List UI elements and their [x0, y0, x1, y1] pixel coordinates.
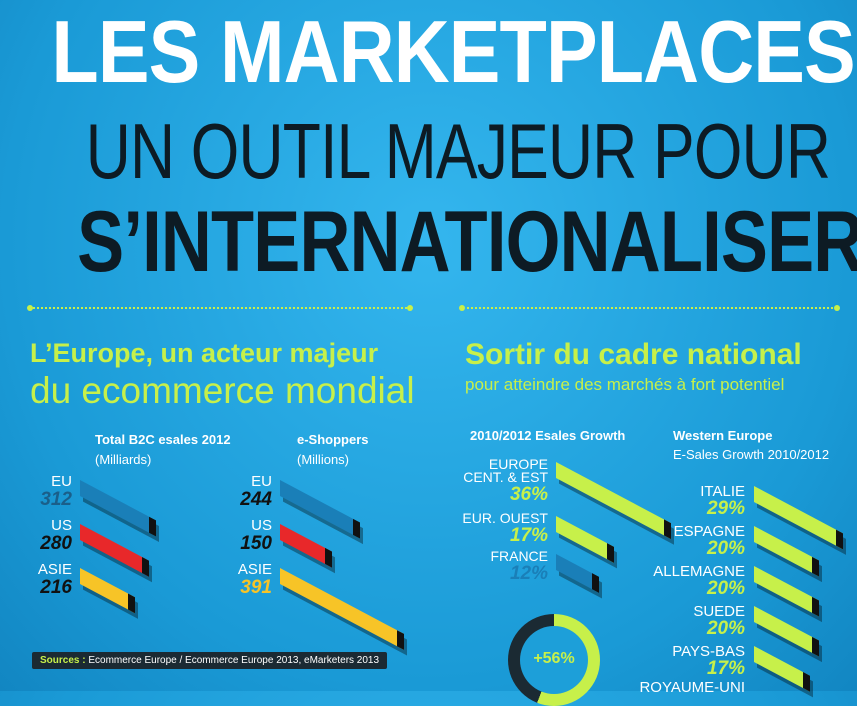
zone-value: 12% [509, 563, 548, 584]
bar [754, 646, 810, 692]
country-value: 29% [706, 498, 745, 519]
sources-label: Sources : [40, 655, 86, 666]
country-label: ITALIE [700, 483, 745, 500]
region-label: EU [251, 473, 272, 490]
bar [80, 568, 135, 614]
country-label: ROYAUME-UNI [639, 679, 745, 696]
country-label: ALLEMAGNE [653, 563, 745, 580]
country-label: SUEDE [693, 603, 745, 620]
page-title-line2: UN OUTIL MAJEUR POUR [85, 107, 831, 195]
region-value: 280 [40, 533, 72, 554]
region-value: 150 [240, 533, 272, 554]
region-label: EU [51, 473, 72, 490]
right-heading: Sortir du cadre national [465, 338, 802, 371]
bar [754, 526, 819, 577]
region-value: 312 [40, 489, 72, 510]
region-label: ASIE [37, 561, 72, 578]
left-heading: L’Europe, un acteur majeur [30, 338, 379, 368]
zone-label: EUROPE [488, 456, 548, 472]
region-label: US [251, 517, 272, 534]
chart-d-title: Western Europe [673, 428, 773, 443]
country-label: ESPAGNE [673, 523, 745, 540]
donut-label: +56% [533, 650, 575, 667]
right-subheading: pour atteindre des marchés à fort potent… [465, 375, 785, 394]
page-title-line1: LES MARKETPLACES [51, 2, 855, 101]
sources-text: Ecommerce Europe / Ecommerce Europe 2013… [85, 655, 380, 666]
region-label: US [51, 517, 72, 534]
bar [754, 606, 819, 657]
bar [280, 568, 404, 650]
region-label: ASIE [237, 561, 272, 578]
zone-label: FRANCE [490, 548, 548, 564]
right-divider [459, 305, 840, 311]
left-subheading: du ecommerce mondial [30, 370, 415, 411]
page-title-line3: S’INTERNATIONALISER [77, 194, 857, 290]
chart-d-subtitle: E-Sales Growth 2010/2012 [673, 447, 830, 462]
zone-label: CENT. & EST [463, 469, 548, 485]
country-label: PAYS-BAS [672, 643, 745, 660]
zone-value: 17% [509, 525, 548, 546]
left-divider [27, 305, 413, 311]
zone-value: 36% [509, 484, 548, 505]
chart-b-title: e-Shoppers [297, 432, 369, 447]
region-value: 391 [240, 577, 272, 598]
bar [556, 554, 599, 593]
country-value: 17% [706, 658, 745, 679]
chart-c-title: 2010/2012 Esales Growth [470, 428, 626, 443]
chart-a-title: Total B2C esales 2012 [95, 432, 231, 447]
zone-label: EUR. OUEST [462, 510, 548, 526]
bar [80, 524, 149, 577]
chart-a-unit: (Milliards) [95, 452, 152, 467]
country-value: 20% [706, 538, 745, 559]
country-value: 20% [706, 578, 745, 599]
bar [754, 566, 819, 617]
sources-note: Sources : Ecommerce Europe / Ecommerce E… [32, 652, 388, 669]
chart-b-unit: (Millions) [297, 452, 349, 467]
region-value: 244 [240, 489, 272, 510]
bar [280, 524, 332, 568]
bar [556, 516, 614, 563]
region-value: 216 [40, 577, 72, 598]
country-value: 20% [706, 618, 745, 639]
bar [80, 480, 156, 537]
